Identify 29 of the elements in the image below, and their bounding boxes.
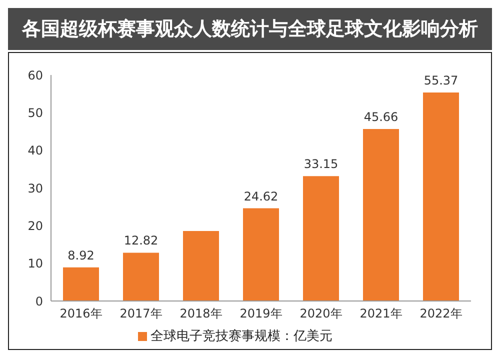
- x-tick-label: 2020年: [300, 306, 342, 321]
- y-tick-label: 60: [28, 68, 43, 82]
- data-label: 45.66: [364, 110, 398, 124]
- y-tick-label: 30: [28, 181, 43, 196]
- x-tick-label: 2019年: [240, 306, 282, 321]
- chart-title: 各国超级杯赛事观众人数统计与全球足球文化影响分析: [8, 8, 492, 50]
- y-tick-label: 20: [28, 218, 43, 233]
- x-tick-label: 2016年: [60, 306, 102, 321]
- bar: [423, 92, 459, 301]
- y-tick-label: 0: [35, 294, 43, 308]
- bar: [63, 267, 99, 301]
- bar: [123, 252, 159, 301]
- data-label: 8.92: [68, 248, 94, 262]
- x-tick-label: 2022年: [420, 306, 462, 321]
- bar: [243, 208, 279, 301]
- x-tick-label: 2021年: [360, 306, 402, 321]
- y-tick-label: 50: [28, 106, 43, 120]
- x-tick-label: 2017年: [120, 306, 162, 321]
- bar: [363, 129, 399, 301]
- legend-label: 全球电子竞技赛事规模：亿美元: [150, 329, 332, 344]
- y-tick-label: 40: [28, 144, 43, 158]
- data-label: 24.62: [244, 189, 278, 204]
- bar: [183, 230, 219, 301]
- data-label: 55.37: [424, 73, 458, 88]
- data-label: 33.15: [304, 157, 338, 172]
- x-tick-label: 2018年: [180, 306, 222, 321]
- y-tick-label: 10: [28, 256, 43, 271]
- bar: [303, 176, 339, 301]
- data-label: 12.82: [124, 234, 158, 248]
